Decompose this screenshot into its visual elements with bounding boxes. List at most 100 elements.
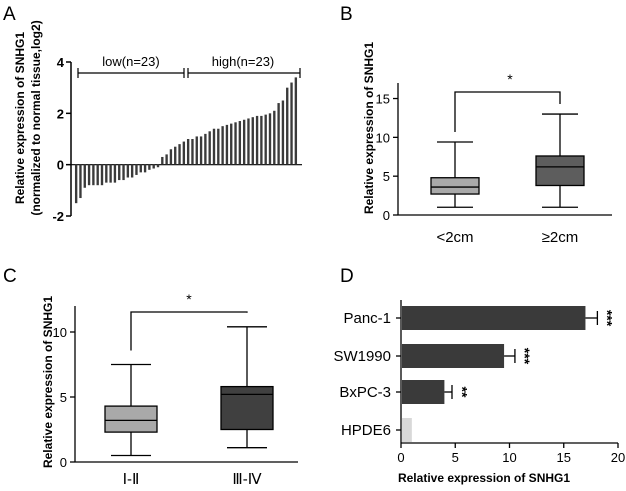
- panel-b-ylabel: Relative expression of SNHG1: [362, 42, 376, 214]
- a-bar: [92, 164, 95, 186]
- a-y-tick-label: 2: [57, 106, 64, 121]
- a-bar: [135, 164, 138, 175]
- a-bar: [277, 103, 280, 165]
- a-bar: [199, 136, 203, 165]
- a-bar: [204, 133, 207, 165]
- a-bar: [96, 164, 99, 186]
- a-bar: [225, 124, 229, 165]
- group-label-low: low(n=23): [102, 54, 159, 69]
- a-bar: [148, 164, 151, 170]
- panel-a-group-brackets: low(n=23) high(n=23): [77, 54, 301, 78]
- panel-c-category-2: Ⅲ-Ⅳ: [232, 471, 261, 488]
- a-bar: [139, 164, 142, 173]
- a-bar: [126, 164, 130, 178]
- a-bar: [143, 164, 147, 173]
- a-bar: [169, 149, 173, 165]
- panel-c-y-axis: 0 5 10: [53, 306, 298, 470]
- a-bar: [118, 164, 121, 181]
- a-bar: [165, 154, 168, 165]
- group-label-high: high(n=23): [212, 54, 275, 69]
- a-bar: [100, 164, 104, 186]
- d-significance: ***: [600, 310, 616, 327]
- panel-a: A Relative expression of SNHG1 (normaliz…: [3, 4, 302, 224]
- a-bar: [156, 164, 160, 168]
- a-bar: [195, 136, 198, 165]
- significance-bracket: [130, 311, 248, 351]
- d-significance: ***: [517, 348, 533, 365]
- panel-b-significance: *: [507, 71, 513, 87]
- box-body: [430, 177, 480, 195]
- panel-b-category-1: <2cm: [436, 229, 473, 246]
- panel-b-category-2: ≥2cm: [542, 229, 579, 246]
- a-y-tick-label: 4: [57, 55, 65, 70]
- y-tick-label: 10: [53, 325, 67, 340]
- a-bar: [87, 164, 91, 186]
- a-bar: [290, 82, 293, 165]
- a-bar: [273, 110, 276, 165]
- a-bar: [234, 122, 237, 165]
- y-tick-label: 5: [383, 169, 390, 184]
- a-bar: [264, 114, 267, 165]
- a-bar: [83, 164, 86, 188]
- a-bar: [79, 164, 82, 199]
- d-bar: [402, 306, 586, 330]
- d-bar-label: Panc-1: [343, 310, 391, 327]
- a-bar: [242, 119, 246, 165]
- a-bar: [130, 164, 134, 178]
- box-body: [535, 155, 585, 187]
- a-bar: [251, 117, 254, 165]
- panel-a-ylabel-line2: (normalized to normal tissue,log2): [29, 20, 43, 215]
- y-tick-label: 5: [60, 390, 67, 405]
- a-bar: [186, 139, 190, 165]
- a-bar: [105, 164, 108, 183]
- y-tick-label: 0: [383, 208, 390, 223]
- y-tick-label: 0: [60, 455, 67, 470]
- a-bar: [230, 123, 233, 165]
- panel-c-boxes: [104, 311, 274, 457]
- a-bar: [161, 156, 164, 165]
- a-y-tick-label: -2: [52, 209, 64, 224]
- panel-d-bars: Panc-1 *** SW1990 *** BxPC-3 ** HPDE6: [333, 306, 616, 442]
- a-bar: [122, 164, 125, 181]
- d-significance: **: [454, 387, 470, 398]
- panel-c-letter: C: [3, 266, 17, 287]
- d-bar-label: BxPC-3: [339, 384, 391, 401]
- panel-b-letter: B: [340, 4, 353, 25]
- d-x-tick-label: 20: [611, 450, 625, 465]
- a-bar: [294, 77, 298, 165]
- a-bar: [212, 128, 216, 165]
- panel-b: B Relative expression of SNHG1 0 5 10 15 <2…: [340, 4, 612, 246]
- panel-b-y-axis: 0 5 10 15: [376, 83, 612, 223]
- a-bar: [113, 164, 117, 183]
- d-bar-label: SW1990: [333, 348, 391, 365]
- d-bar: [402, 418, 412, 442]
- y-tick-label: 15: [376, 92, 390, 107]
- d-bar-label: HPDE6: [341, 422, 391, 439]
- d-bar: [402, 344, 505, 368]
- a-bar: [268, 113, 272, 165]
- panel-c-category-1: Ⅰ-Ⅱ: [123, 471, 140, 488]
- panel-d-x-axis: 0 5 10 15 20: [396, 300, 625, 465]
- d-x-tick-label: 15: [557, 450, 571, 465]
- a-bar: [286, 87, 289, 165]
- significance-bracket: [454, 91, 561, 133]
- d-x-tick-label: 0: [397, 450, 404, 465]
- a-bar: [208, 131, 211, 165]
- panel-d: D 0 5 10 15 20 Panc-1 *** SW1990 *** BxPC-3 ** HPD…: [333, 266, 625, 485]
- a-bar: [191, 139, 194, 165]
- a-bar: [238, 121, 242, 165]
- a-bar: [152, 164, 155, 169]
- a-bar: [178, 144, 181, 165]
- panel-a-ylabel-line1: Relative expression of SNHG1: [13, 32, 27, 204]
- a-bar: [74, 164, 78, 204]
- a-bar: [260, 115, 263, 165]
- a-bar: [217, 128, 220, 165]
- a-y-tick-label: 0: [57, 158, 64, 173]
- a-bar: [109, 164, 112, 183]
- panel-b-boxes: [430, 91, 585, 208]
- box-body: [220, 385, 274, 431]
- panel-a-bars: [74, 77, 298, 204]
- d-x-tick-label: 10: [502, 450, 516, 465]
